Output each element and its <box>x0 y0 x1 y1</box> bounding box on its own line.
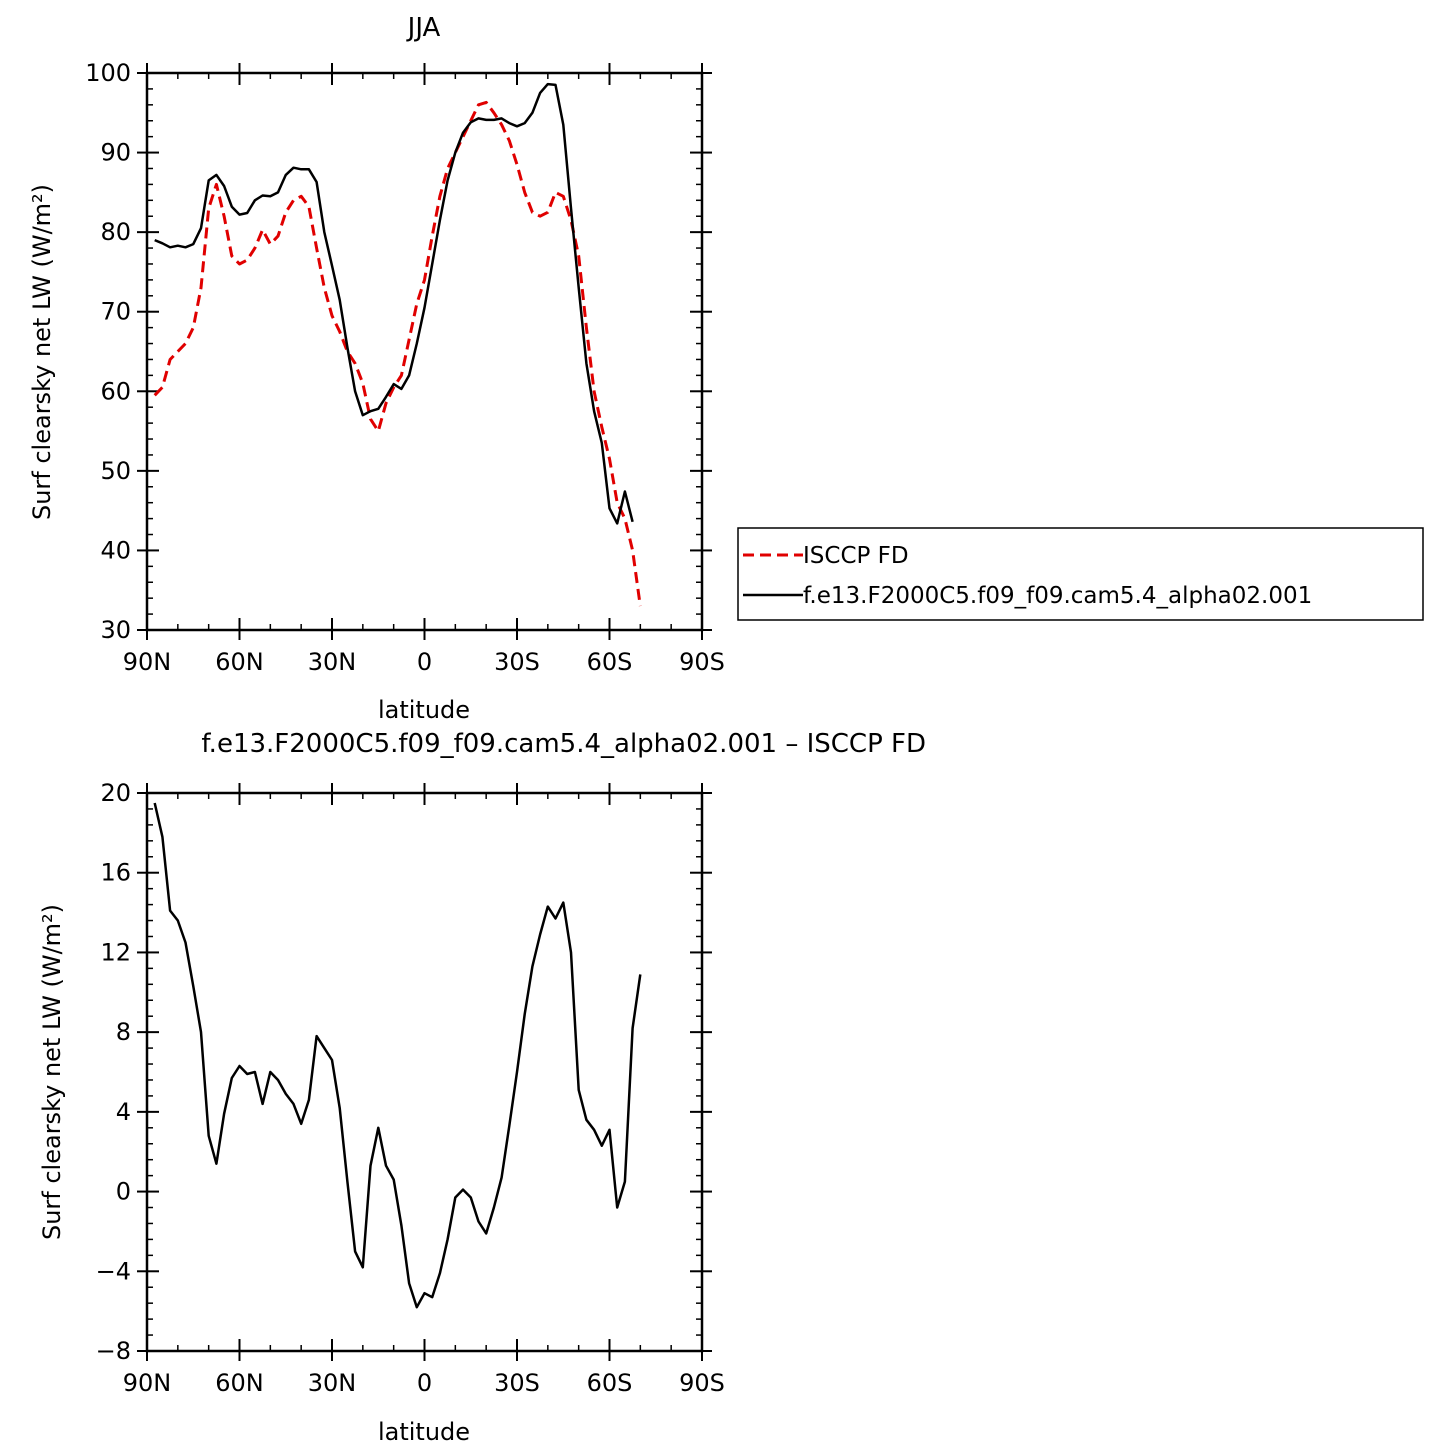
bottom-x-tick-label: 30N <box>308 1369 357 1397</box>
top-x-tick-label: 30S <box>494 648 540 676</box>
top-x-tick-label: 60N <box>215 648 264 676</box>
x-axis-label: latitude <box>378 696 470 724</box>
bottom-y-tick-label: −8 <box>96 1337 131 1365</box>
bottom-y-tick-label: 20 <box>100 779 131 807</box>
top-y-tick-label: 50 <box>100 457 131 485</box>
legend: ISCCP FD f.e13.F2000C5.f09_f09.cam5.4_al… <box>737 527 1424 621</box>
bottom-y-tick-label: 0 <box>116 1178 131 1206</box>
bottom-x-tick-label: 0 <box>417 1369 432 1397</box>
top-x-tick-label: 30N <box>308 648 357 676</box>
plot-frame-bottom <box>145 791 704 1353</box>
y-axis-label-bottom: Surf clearsky net LW (W/m²) <box>38 904 66 1240</box>
top-y-tick-label: 60 <box>100 377 131 405</box>
bottom-x-tick-label: 90N <box>123 1369 172 1397</box>
y-axis-label-text: Surf clearsky net LW (W/m²) <box>28 184 56 520</box>
bottom-y-tick-label: −4 <box>96 1257 131 1285</box>
bottom-y-tick-label: 16 <box>100 859 131 887</box>
top-series-line-1 <box>154 82 634 525</box>
top-x-tick-label: 60S <box>587 648 633 676</box>
bottom-y-tick-label: 4 <box>116 1098 131 1126</box>
chart-title-difference: f.e13.F2000C5.f09_f09.cam5.4_alpha02.001… <box>201 729 926 759</box>
bottom-chart: f.e13.F2000C5.f09_f09.cam5.4_alpha02.001… <box>38 729 926 1446</box>
top-y-tick-label: 70 <box>100 298 131 326</box>
legend-box <box>737 527 1424 621</box>
legend-label-model: f.e13.F2000C5.f09_f09.cam5.4_alpha02.001 <box>803 583 1312 609</box>
bottom-y-tick-label: 12 <box>100 938 131 966</box>
bottom-x-tick-label: 30S <box>494 1369 540 1397</box>
top-y-tick-label: 100 <box>85 59 131 87</box>
top-x-tick-label: 0 <box>417 648 432 676</box>
top-y-tick-label: 30 <box>100 616 131 644</box>
plot-frame <box>145 71 704 632</box>
y-axis-label: Surf clearsky net LW (W/m²) <box>28 184 56 520</box>
top-x-tick-label: 90N <box>123 648 172 676</box>
top-series-line-0 <box>153 100 642 607</box>
top-y-tick-label: 90 <box>100 139 131 167</box>
bottom-x-tick-label: 60S <box>587 1369 633 1397</box>
top-x-tick-label: 90S <box>679 648 725 676</box>
top-y-tick-label: 80 <box>100 218 131 246</box>
x-axis-label-bottom: latitude <box>378 1418 470 1446</box>
legend-label-isccp: ISCCP FD <box>803 543 909 569</box>
y-axis-label-text-bottom: Surf clearsky net LW (W/m²) <box>38 904 66 1240</box>
bottom-series-line-0 <box>153 802 642 1309</box>
bottom-y-tick-label: 8 <box>116 1018 131 1046</box>
top-y-tick-label: 40 <box>100 536 131 564</box>
bottom-x-tick-label: 90S <box>679 1369 725 1397</box>
top-chart: JJA latitude Surf clearsky net LW (W/m²)… <box>28 13 725 724</box>
bottom-x-tick-label: 60N <box>215 1369 264 1397</box>
chart-title: JJA <box>406 13 441 43</box>
